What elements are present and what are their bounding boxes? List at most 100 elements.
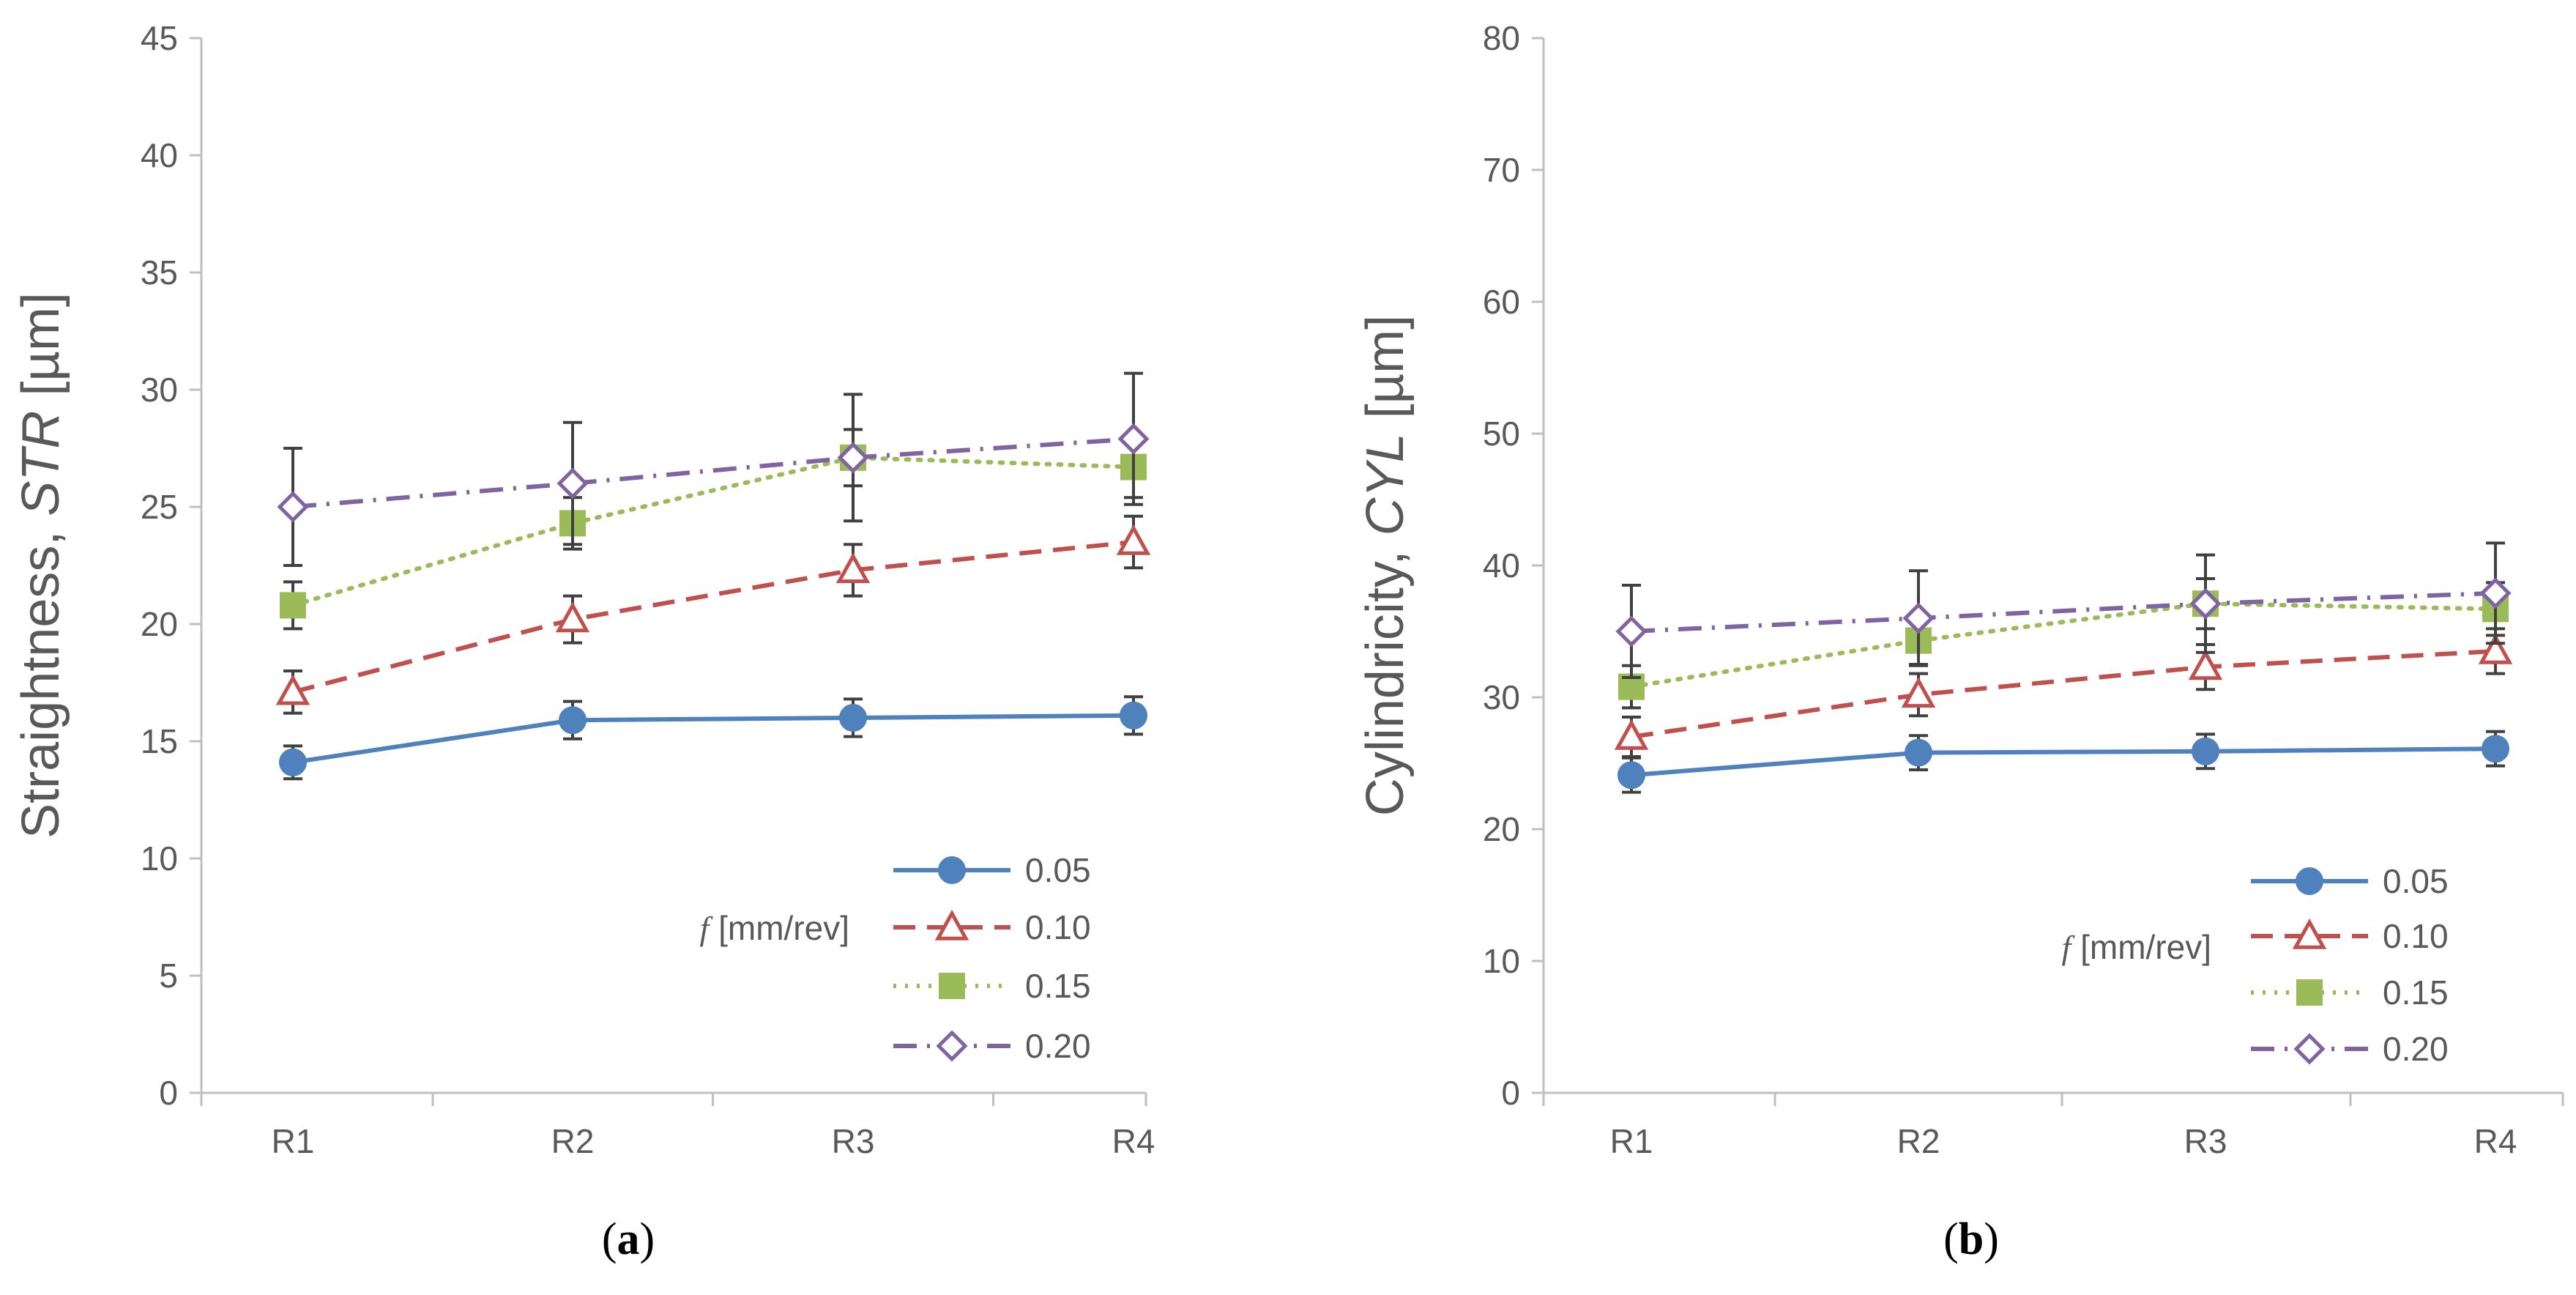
y-tick-label: 30 (141, 371, 178, 409)
x-tick-label: R1 (1610, 1122, 1653, 1160)
data-point (280, 592, 306, 619)
y-tick-label: 15 (141, 722, 178, 760)
y-axis-label-symbol: STR (12, 411, 70, 516)
y-tick-label: 70 (1483, 151, 1520, 189)
data-point (2192, 737, 2219, 765)
data-point (1905, 738, 1932, 767)
data-point (839, 704, 867, 732)
y-axis-label-unit: [µm] (1356, 315, 1415, 433)
x-tick-label: R3 (2184, 1122, 2227, 1160)
series-0.05 (279, 695, 1147, 781)
series-0.15 (1618, 577, 2509, 710)
legend-label: 0.20 (2383, 1030, 2449, 1068)
data-point (556, 467, 589, 500)
panel-label-open: ( (602, 1214, 617, 1264)
data-point (559, 706, 587, 735)
y-tick-label: 40 (141, 136, 178, 174)
y-tick-label: 60 (1483, 283, 1520, 321)
legend-label: 0.15 (1025, 967, 1091, 1005)
panel-label-letter: a (617, 1214, 640, 1264)
legend-marker (2296, 867, 2323, 895)
legend-marker (938, 856, 966, 884)
legend-marker (2292, 918, 2327, 949)
series-0.10 (1614, 627, 2513, 758)
series-line (1631, 590, 2496, 634)
series-0.20 (1615, 541, 2512, 679)
data-point (837, 442, 869, 474)
panel-label-open: ( (1943, 1214, 1959, 1264)
data-point (1614, 719, 1649, 750)
y-axis-label-unit: [µm] (12, 292, 70, 410)
legend-title: f [mm/rev] (700, 909, 849, 947)
data-point (279, 748, 307, 776)
x-tick-label: R4 (1112, 1122, 1155, 1160)
y-tick-label: 20 (1483, 810, 1520, 848)
panel-label-close: ) (640, 1214, 655, 1264)
data-point (2188, 649, 2223, 680)
data-point (1901, 677, 1936, 708)
data-point (275, 674, 310, 705)
y-tick-label: 5 (159, 957, 178, 995)
legend-marker (936, 1030, 968, 1062)
series-0.15 (280, 428, 1147, 631)
x-tick-label: R4 (2474, 1122, 2517, 1160)
series-line (291, 455, 1136, 608)
series-line (292, 713, 1134, 765)
data-point (277, 491, 309, 523)
y-tick-label: 50 (1483, 415, 1520, 453)
x-tick-label: R2 (1897, 1122, 1940, 1160)
legend-label: 0.05 (1025, 851, 1091, 889)
x-tick-label: R1 (272, 1122, 315, 1160)
legend-title-unit: [mm/rev] (2071, 928, 2211, 966)
panel-label: (a) (602, 1214, 655, 1264)
y-tick-label: 0 (159, 1074, 178, 1112)
series-0.10 (275, 514, 1151, 715)
series-line (292, 540, 1134, 694)
y-axis-label: Cylindricity, CYL [µm] (1356, 315, 1415, 816)
data-point (835, 552, 871, 584)
panel-label-close: ) (1984, 1214, 1999, 1264)
y-tick-label: 20 (141, 605, 178, 643)
data-point (1116, 524, 1151, 555)
data-point (1618, 761, 1645, 790)
series-line (1631, 746, 2496, 778)
panel-label-letter: b (1959, 1214, 1984, 1264)
y-axis-label-prefix: Straightness, (12, 516, 70, 839)
series-line (1631, 649, 2496, 739)
legend-label: 0.10 (2383, 917, 2449, 955)
y-axis-label-symbol: CYL (1356, 433, 1415, 535)
panel-a-chart: 0 5 10 15 20 25 30 35 40 45 R1 R2 R3 R4 Straightness, … (12, 19, 1155, 1264)
y-tick-label: 45 (141, 19, 178, 57)
data-point (1117, 423, 1150, 455)
data-point (2482, 735, 2509, 763)
panel-label: (b) (1943, 1214, 1999, 1264)
legend-label: 0.05 (2383, 862, 2449, 900)
panel-b-chart: 0 10 20 30 40 50 60 70 80 R1 R2 R3 R4 Cylindricity, C… (1356, 19, 2564, 1264)
legend-title-unit: [mm/rev] (709, 909, 849, 947)
legend: 0.05 0.10 0.15 0.20 f [mm/rev] (2062, 862, 2449, 1068)
legend-marker (939, 973, 965, 999)
legend-label: 0.10 (1025, 908, 1091, 946)
data-point (555, 601, 590, 633)
y-tick-label: 10 (1483, 942, 1520, 980)
data-point (1120, 701, 1147, 730)
legend-marker (2293, 1033, 2326, 1065)
series-line (1629, 601, 2498, 689)
y-axis-label: Straightness, STR [µm] (12, 292, 70, 839)
y-axis-label-prefix: Cylindricity, (1356, 535, 1415, 816)
series-line (292, 437, 1134, 509)
data-point (2478, 633, 2513, 664)
y-tick-label: 25 (141, 488, 178, 526)
x-tick-label: R2 (551, 1122, 595, 1160)
y-tick-label: 30 (1483, 678, 1520, 716)
legend: 0.05 0.10 0.15 0.20 f [mm/rev] (700, 851, 1091, 1065)
legend-marker (2296, 979, 2323, 1006)
y-tick-label: 0 (1501, 1074, 1520, 1112)
legend-label: 0.20 (1025, 1027, 1091, 1065)
data-point (1615, 615, 1648, 648)
legend-marker (934, 909, 969, 940)
y-tick-label: 35 (141, 253, 178, 292)
data-point (2479, 577, 2512, 609)
data-point (1902, 602, 1935, 634)
